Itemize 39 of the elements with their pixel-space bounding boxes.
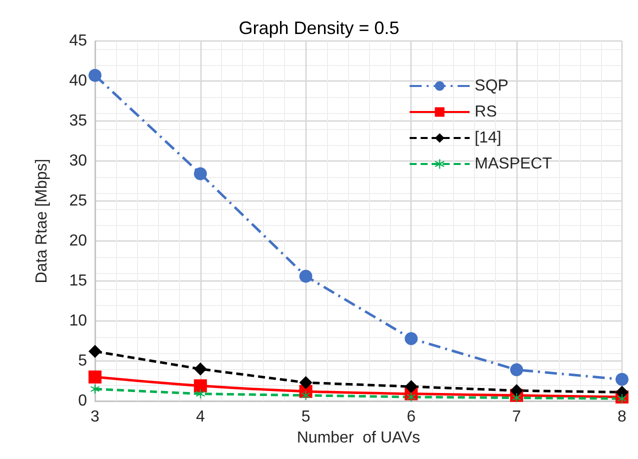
point (299, 376, 312, 390)
x-axis-title: Number of UAVs (296, 429, 420, 446)
point (616, 372, 628, 386)
point (616, 386, 628, 399)
x-tick-label: 5 (301, 408, 310, 426)
point (510, 384, 524, 398)
y-axis-title: Data Rtae [Mbps] (34, 158, 50, 284)
y-tick-label: 25 (69, 192, 88, 210)
y-tick-label: 20 (69, 232, 88, 250)
y-tick-label: 30 (69, 152, 88, 170)
point (90, 384, 100, 394)
y-tick-label: 5 (78, 352, 88, 370)
point (88, 344, 102, 358)
y-tick-label: 40 (69, 72, 88, 90)
point (404, 380, 418, 394)
y-tick-label: 15 (69, 272, 88, 290)
y-tick-label: 45 (69, 32, 88, 50)
legend-label: RS (474, 104, 497, 120)
point (194, 167, 207, 180)
x-tick-label: 7 (512, 408, 522, 426)
legend-label: [14] (474, 130, 502, 146)
x-tick-label: 4 (196, 408, 205, 426)
x-tick-label: 6 (406, 408, 416, 426)
point (88, 68, 102, 82)
point (194, 362, 207, 376)
chart-title: Graph Density = 0.5 (238, 18, 400, 38)
legend-label: MASPECT (474, 156, 552, 172)
y-tick-label: 35 (69, 112, 88, 130)
point (196, 389, 205, 398)
legend-label: SQP (474, 78, 508, 94)
x-tick-label: 8 (618, 408, 627, 426)
point (510, 363, 524, 376)
point (88, 370, 102, 384)
x-tick-label: 3 (90, 408, 100, 426)
y-tick-label: 0 (78, 392, 88, 410)
point (194, 379, 207, 392)
point (404, 332, 418, 346)
y-tick-label: 10 (69, 312, 88, 330)
point (299, 270, 312, 283)
